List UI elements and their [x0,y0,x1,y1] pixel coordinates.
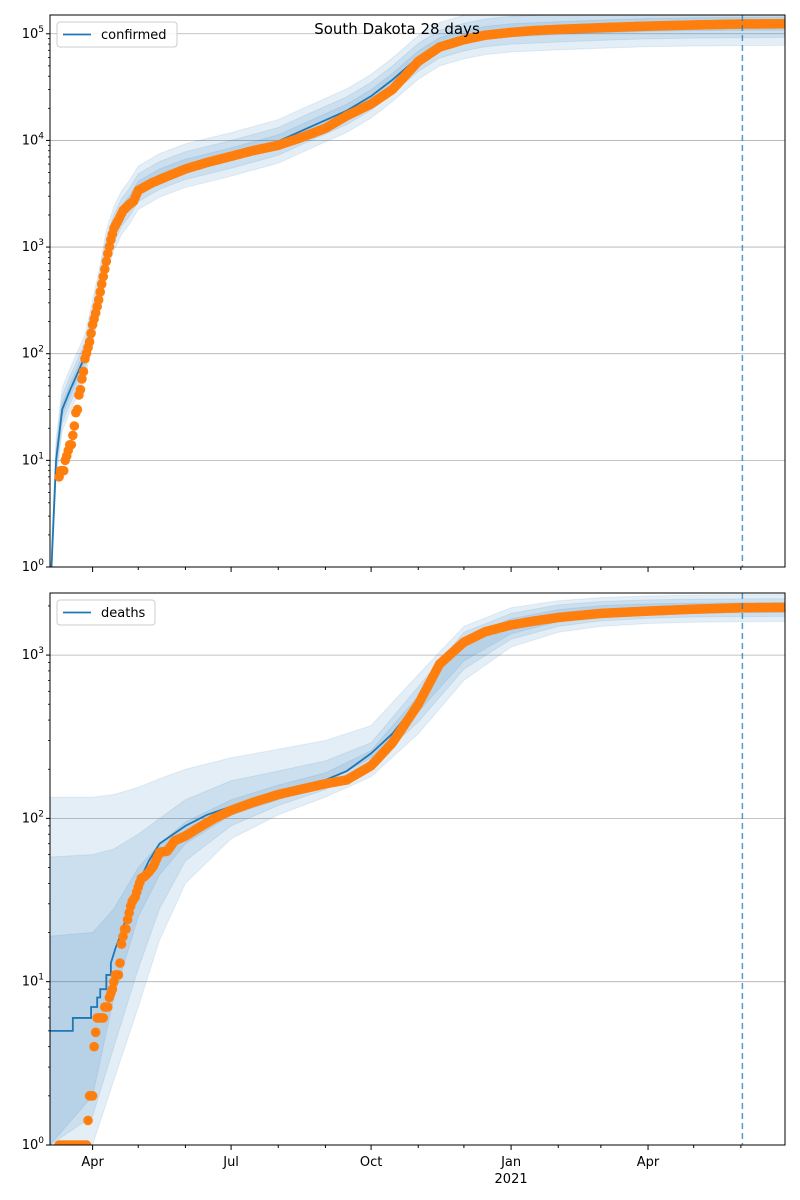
observed-point [780,18,785,29]
observed-point [101,256,112,267]
x-tick-label: Jan [500,1155,521,1170]
y-tick-label: 104 [22,131,45,148]
observed-point [83,1115,93,1126]
plot-area [50,594,785,1145]
legend: confirmed [56,21,178,48]
x-tick-label: Apr [81,1155,104,1170]
x-tick-label: Apr [637,1155,660,1170]
observed-point [66,439,77,450]
axes-frame [49,592,786,1146]
observed-point [89,1041,99,1052]
observed-point [81,1140,92,1145]
observed-point [93,295,104,305]
y-tick-label: 101 [22,451,44,468]
observed-point [84,337,95,347]
observed-point [90,1027,101,1038]
y-tick-label: 101 [22,973,44,990]
observed-point [86,328,96,339]
band-1 [51,15,785,567]
observed-point [99,264,110,275]
deaths-panel: 100 101 102 103 deaths [22,592,786,1153]
y-tick-label: 103 [22,646,44,663]
observed-point [780,602,785,613]
legend-box [56,21,178,48]
plot-area [50,15,785,567]
observed-point [96,279,107,289]
observed-point [69,421,80,431]
observed-point [103,1002,113,1012]
observed-point [78,366,89,377]
observed-point [107,984,118,994]
legend-label: deaths [101,606,146,621]
x-tick-label: Oct [360,1155,382,1170]
figure-title: South Dakota 28 days [314,20,480,38]
y-tick-label: 103 [22,238,44,255]
observed-point [87,1091,98,1101]
observed-point [75,384,86,395]
observed-point [115,958,125,968]
observed-point [98,271,109,282]
band-0 [51,16,785,567]
axes-frame [49,14,786,568]
observed-point [113,970,124,980]
observed-point [98,1013,109,1023]
observed-point [68,430,78,441]
observed-point [95,287,106,297]
y-tick-label: 102 [22,809,44,826]
model-line [50,22,785,567]
legend-label: confirmed [101,28,167,43]
y-tick-label: 102 [22,345,44,362]
observed-point [58,465,69,476]
x-tick-sublabel: 2021 [495,1172,528,1187]
legend: deaths [56,599,156,626]
y-tick-label: 100 [22,558,45,575]
x-axis: Apr Jul Oct Jan 2021 Apr [81,1155,660,1187]
observed-point [116,939,127,949]
observed-point [118,931,128,942]
y-tick-label: 105 [22,25,44,42]
observed-point [121,924,131,934]
observed-point [72,404,83,415]
y-tick-label: 100 [22,1136,45,1153]
observed-point [77,374,87,384]
band-2 [51,15,785,567]
confirmed-panel: 100 101 102 103 104 105 confirmed [22,14,786,575]
x-tick-label: Jul [222,1155,239,1170]
legend-box [56,599,156,626]
